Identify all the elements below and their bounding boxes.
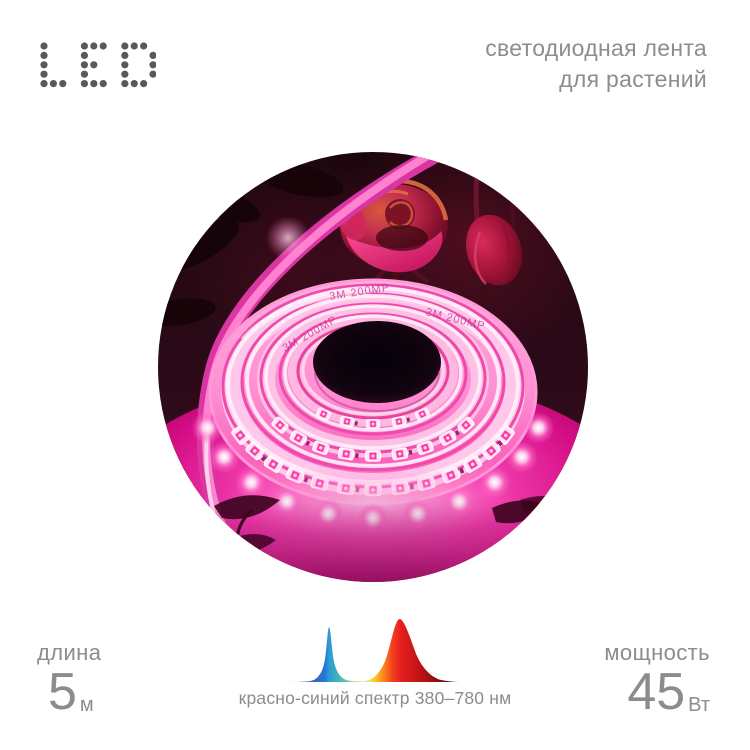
- led-coil: 3M 200MP 3M 200MP 3M 200MP: [191, 278, 555, 538]
- spectrum-figure: красно-синий спектр 380–780 нм: [239, 612, 512, 709]
- length-label: длина: [37, 640, 102, 665]
- power-label: мощность: [604, 640, 710, 665]
- led-logo: [38, 40, 157, 90]
- spectrum-curve: [280, 619, 464, 682]
- length-value-row: 5 м: [37, 663, 101, 721]
- led-logo-dots: [40, 42, 157, 88]
- spectrum-chart: [280, 619, 464, 682]
- power-unit: Вт: [688, 693, 710, 716]
- rose-bud: [466, 214, 522, 286]
- power-value-row: 45 Вт: [604, 663, 710, 721]
- coil-center-hole: [313, 321, 441, 403]
- power-value: 45: [627, 663, 686, 721]
- spec-power: мощность 45 Вт: [604, 640, 710, 721]
- spectrum-caption: красно-синий спектр 380–780 нм: [238, 688, 512, 708]
- length-unit: м: [79, 693, 94, 716]
- tagline-line1: светодиодная лента: [485, 35, 707, 61]
- spec-length: длина 5 м: [37, 640, 102, 721]
- length-value: 5: [48, 663, 77, 721]
- tagline-line2: для растений: [559, 66, 707, 92]
- tagline: светодиодная лента для растений: [485, 33, 707, 95]
